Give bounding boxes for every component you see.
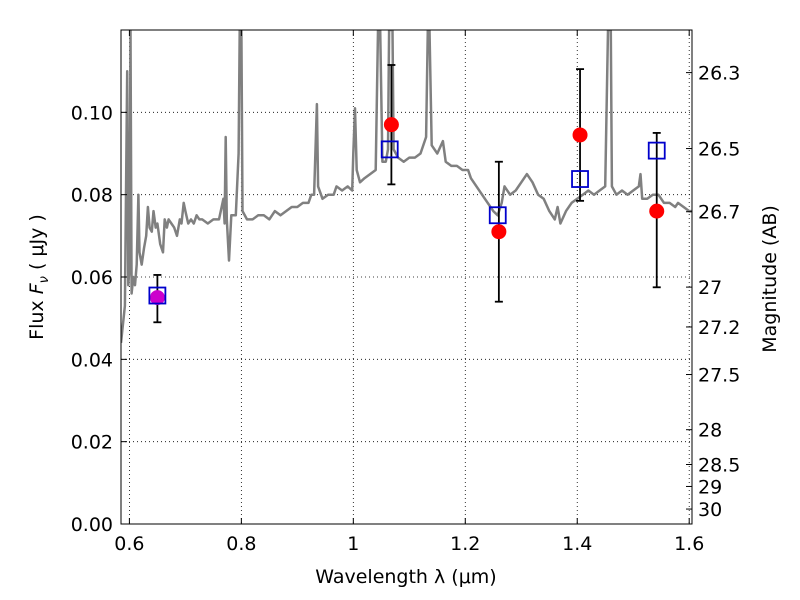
y-tick-label: 0.10 — [71, 102, 113, 124]
y2-tick-label: 26.5 — [698, 139, 740, 161]
y-axis-title-prefix: Flux — [26, 294, 48, 340]
observed-flux-point — [491, 224, 507, 240]
y-tick-label: 0.04 — [71, 349, 113, 371]
y-tick-label: 0.00 — [71, 514, 113, 536]
y2-tick-label: 29 — [698, 476, 722, 498]
model-flux-square — [380, 140, 399, 159]
y-axis-tick-labels: 0.00 0.02 0.04 0.06 0.08 0.10 — [71, 102, 113, 536]
y-axis-title: Flux Fν ( μJy ) — [26, 214, 52, 340]
y-axis-title-subscript: ν — [37, 276, 52, 283]
x-tick-label: 0.8 — [226, 533, 256, 555]
model-flux-square — [148, 286, 167, 305]
observed-flux-point — [149, 290, 165, 306]
y-tick-label: 0.06 — [71, 267, 113, 289]
y2-axis-title: Magnitude (AB) — [759, 205, 781, 353]
y2-tick-label: 28.5 — [698, 454, 740, 476]
x-axis-tick-labels: 0.6 0.8 1 1.2 1.4 1.6 — [114, 533, 704, 555]
x-tick-label: 0.6 — [114, 533, 144, 555]
model-flux-square — [571, 170, 589, 188]
y2-tick-label: 27 — [698, 277, 722, 299]
model-flux-square — [647, 141, 666, 160]
x-tick-label: 1.6 — [674, 533, 704, 555]
observed-flux-point — [383, 117, 399, 133]
observed-flux-point — [649, 203, 665, 219]
y2-tick-label: 27.5 — [698, 365, 740, 387]
tick-marks — [121, 30, 692, 525]
y-axis-title-suffix: ( μJy ) — [26, 214, 48, 276]
y2-tick-label: 30 — [698, 499, 722, 521]
observed-flux-point — [572, 127, 588, 143]
model-flux-square — [488, 206, 507, 225]
x-axis-title: Wavelength λ (μm) — [315, 566, 496, 588]
x-tick-label: 1.2 — [450, 533, 480, 555]
x-tick-label: 1.4 — [562, 533, 592, 555]
x-tick-label: 1 — [347, 533, 359, 555]
model-spectrum-line — [121, 30, 692, 344]
y2-tick-label: 27.2 — [698, 317, 740, 339]
y-tick-label: 0.08 — [71, 185, 113, 207]
y-axis-title-symbol: F — [26, 282, 48, 294]
y2-tick-label: 28 — [698, 420, 722, 442]
y2-tick-label: 26.7 — [698, 202, 740, 224]
plot-area — [121, 30, 692, 344]
y2-tick-label: 26.3 — [698, 63, 740, 85]
y-tick-label: 0.02 — [71, 432, 113, 454]
